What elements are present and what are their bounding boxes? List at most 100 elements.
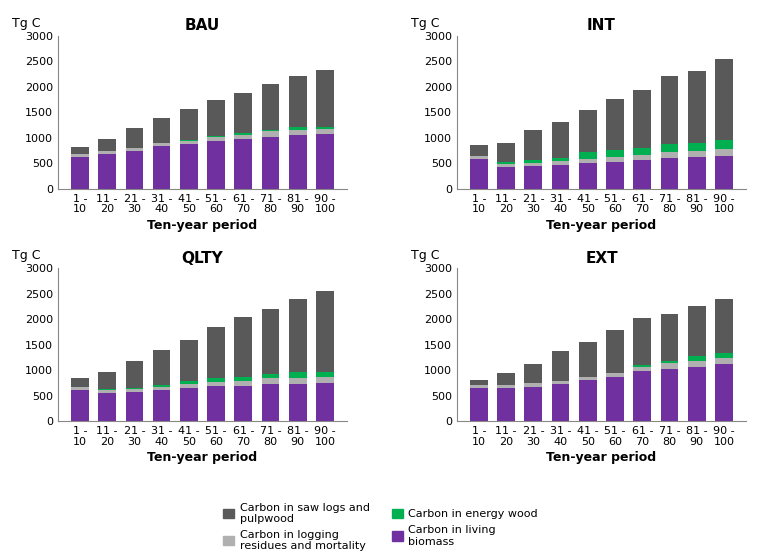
Bar	[316, 372, 334, 377]
Bar	[633, 155, 651, 160]
Bar	[470, 388, 488, 421]
Bar	[607, 162, 624, 189]
Bar	[207, 378, 225, 382]
Bar	[661, 369, 678, 421]
Bar	[688, 367, 705, 421]
Bar	[607, 157, 624, 162]
Bar	[98, 390, 116, 393]
Bar	[207, 327, 225, 378]
Bar	[180, 388, 198, 421]
Bar	[688, 157, 705, 189]
Bar	[661, 152, 678, 158]
Bar	[497, 164, 515, 167]
Bar	[153, 350, 170, 385]
Bar	[524, 166, 542, 189]
Title: BAU: BAU	[185, 18, 220, 33]
Bar	[289, 299, 307, 372]
Bar	[661, 363, 678, 369]
Bar	[180, 144, 198, 189]
Bar	[633, 160, 651, 189]
Title: EXT: EXT	[585, 251, 618, 266]
Bar	[470, 385, 488, 388]
Bar	[234, 382, 252, 386]
Bar	[98, 151, 116, 154]
Bar	[607, 373, 624, 377]
Bar	[126, 128, 143, 148]
Bar	[497, 167, 515, 189]
Bar	[262, 378, 279, 384]
Bar	[579, 342, 597, 377]
Text: Tg C: Tg C	[11, 17, 40, 30]
Bar	[71, 387, 89, 390]
Bar	[497, 385, 515, 388]
Bar	[98, 389, 116, 390]
Bar	[207, 137, 225, 141]
Bar	[661, 314, 678, 361]
Bar	[262, 137, 279, 189]
Bar	[289, 372, 307, 378]
Bar	[688, 151, 705, 157]
Bar	[579, 110, 597, 152]
Bar	[126, 151, 143, 189]
Bar	[524, 130, 542, 160]
Bar	[497, 143, 515, 162]
X-axis label: Ten-year period: Ten-year period	[546, 451, 657, 464]
Bar	[98, 393, 116, 421]
Bar	[688, 71, 705, 143]
Bar	[316, 71, 334, 126]
Bar	[234, 386, 252, 421]
Bar	[180, 340, 198, 380]
Bar	[552, 158, 569, 161]
Bar	[180, 140, 198, 144]
Bar	[289, 135, 307, 189]
Bar	[262, 384, 279, 421]
Bar	[207, 136, 225, 137]
Bar	[497, 388, 515, 421]
Bar	[633, 365, 651, 367]
Bar	[126, 389, 143, 392]
Bar	[234, 377, 252, 382]
Bar	[262, 130, 279, 131]
Bar	[289, 384, 307, 421]
Bar	[207, 141, 225, 189]
Bar	[715, 149, 733, 156]
Bar	[289, 378, 307, 384]
Bar	[633, 317, 651, 365]
Bar	[579, 163, 597, 189]
Bar	[207, 382, 225, 386]
X-axis label: Ten-year period: Ten-year period	[148, 451, 257, 464]
Bar	[524, 364, 542, 383]
Bar	[71, 390, 89, 421]
Bar	[289, 128, 307, 130]
Bar	[71, 147, 89, 154]
Bar	[633, 148, 651, 155]
Bar	[234, 92, 252, 134]
Bar	[180, 110, 198, 140]
Bar	[552, 381, 569, 384]
Bar	[262, 309, 279, 374]
Bar	[552, 351, 569, 381]
Bar	[688, 356, 705, 361]
Bar	[524, 383, 542, 387]
Bar	[552, 384, 569, 421]
Bar	[661, 76, 678, 144]
Bar	[661, 361, 678, 363]
Bar	[316, 383, 334, 421]
Bar	[234, 317, 252, 377]
Bar	[153, 385, 170, 387]
X-axis label: Ten-year period: Ten-year period	[546, 218, 657, 232]
X-axis label: Ten-year period: Ten-year period	[148, 218, 257, 232]
Bar	[688, 143, 705, 151]
Bar	[470, 159, 488, 189]
Bar	[180, 384, 198, 388]
Bar	[524, 387, 542, 421]
Bar	[316, 126, 334, 129]
Bar	[71, 157, 89, 189]
Bar	[470, 145, 488, 155]
Bar	[207, 386, 225, 421]
Bar	[607, 330, 624, 373]
Bar	[524, 160, 542, 163]
Bar	[126, 388, 143, 389]
Bar	[633, 372, 651, 421]
Title: INT: INT	[587, 18, 616, 33]
